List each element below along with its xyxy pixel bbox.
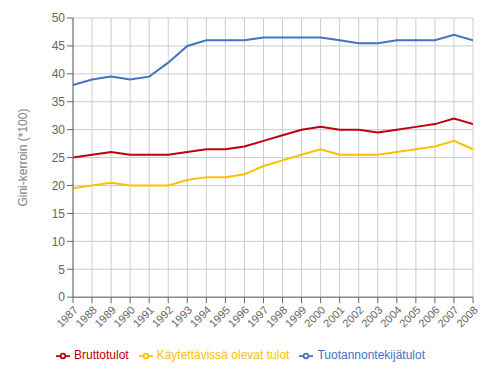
svg-text:1996: 1996 [226,304,252,330]
svg-text:1997: 1997 [245,304,271,330]
svg-text:2006: 2006 [416,304,442,330]
svg-text:2003: 2003 [359,304,385,330]
svg-text:5: 5 [58,263,65,277]
svg-text:2008: 2008 [454,304,480,330]
svg-text:10: 10 [52,235,66,249]
svg-text:1993: 1993 [168,304,194,330]
svg-text:1994: 1994 [187,304,213,330]
svg-text:1987: 1987 [54,304,80,330]
svg-text:Gini-kerroin (*100): Gini-kerroin (*100) [16,109,30,207]
svg-text:20: 20 [52,179,66,193]
svg-text:15: 15 [52,207,66,221]
svg-text:50: 50 [52,11,66,25]
svg-text:2000: 2000 [302,304,328,330]
svg-text:1995: 1995 [207,304,233,330]
svg-text:40: 40 [52,67,66,81]
svg-text:1990: 1990 [111,304,137,330]
html-text:Bruttotulot: Bruttotulot [74,348,129,363]
svg-text:2002: 2002 [340,304,366,330]
svg-text:2005: 2005 [397,304,423,330]
svg-text:2007: 2007 [435,304,461,330]
svg-text:1999: 1999 [283,304,309,330]
svg-text:2004: 2004 [378,304,404,330]
html-text:Tuotannontekijätulot: Tuotannontekijätulot [317,348,425,363]
svg-text:1992: 1992 [149,304,175,330]
svg-text:1991: 1991 [130,304,156,330]
svg-text:1989: 1989 [92,304,118,330]
html-text:Käytettävissä olevat tulot: Käytettävissä olevat tulot [156,348,290,363]
svg-text:2001: 2001 [321,304,347,330]
svg-text:45: 45 [52,39,66,53]
svg-text:0: 0 [58,290,65,304]
svg-text:25: 25 [52,151,66,165]
svg-text:35: 35 [52,95,66,109]
svg-text:30: 30 [52,123,66,137]
svg-text:1998: 1998 [264,304,290,330]
svg-text:1988: 1988 [73,304,99,330]
